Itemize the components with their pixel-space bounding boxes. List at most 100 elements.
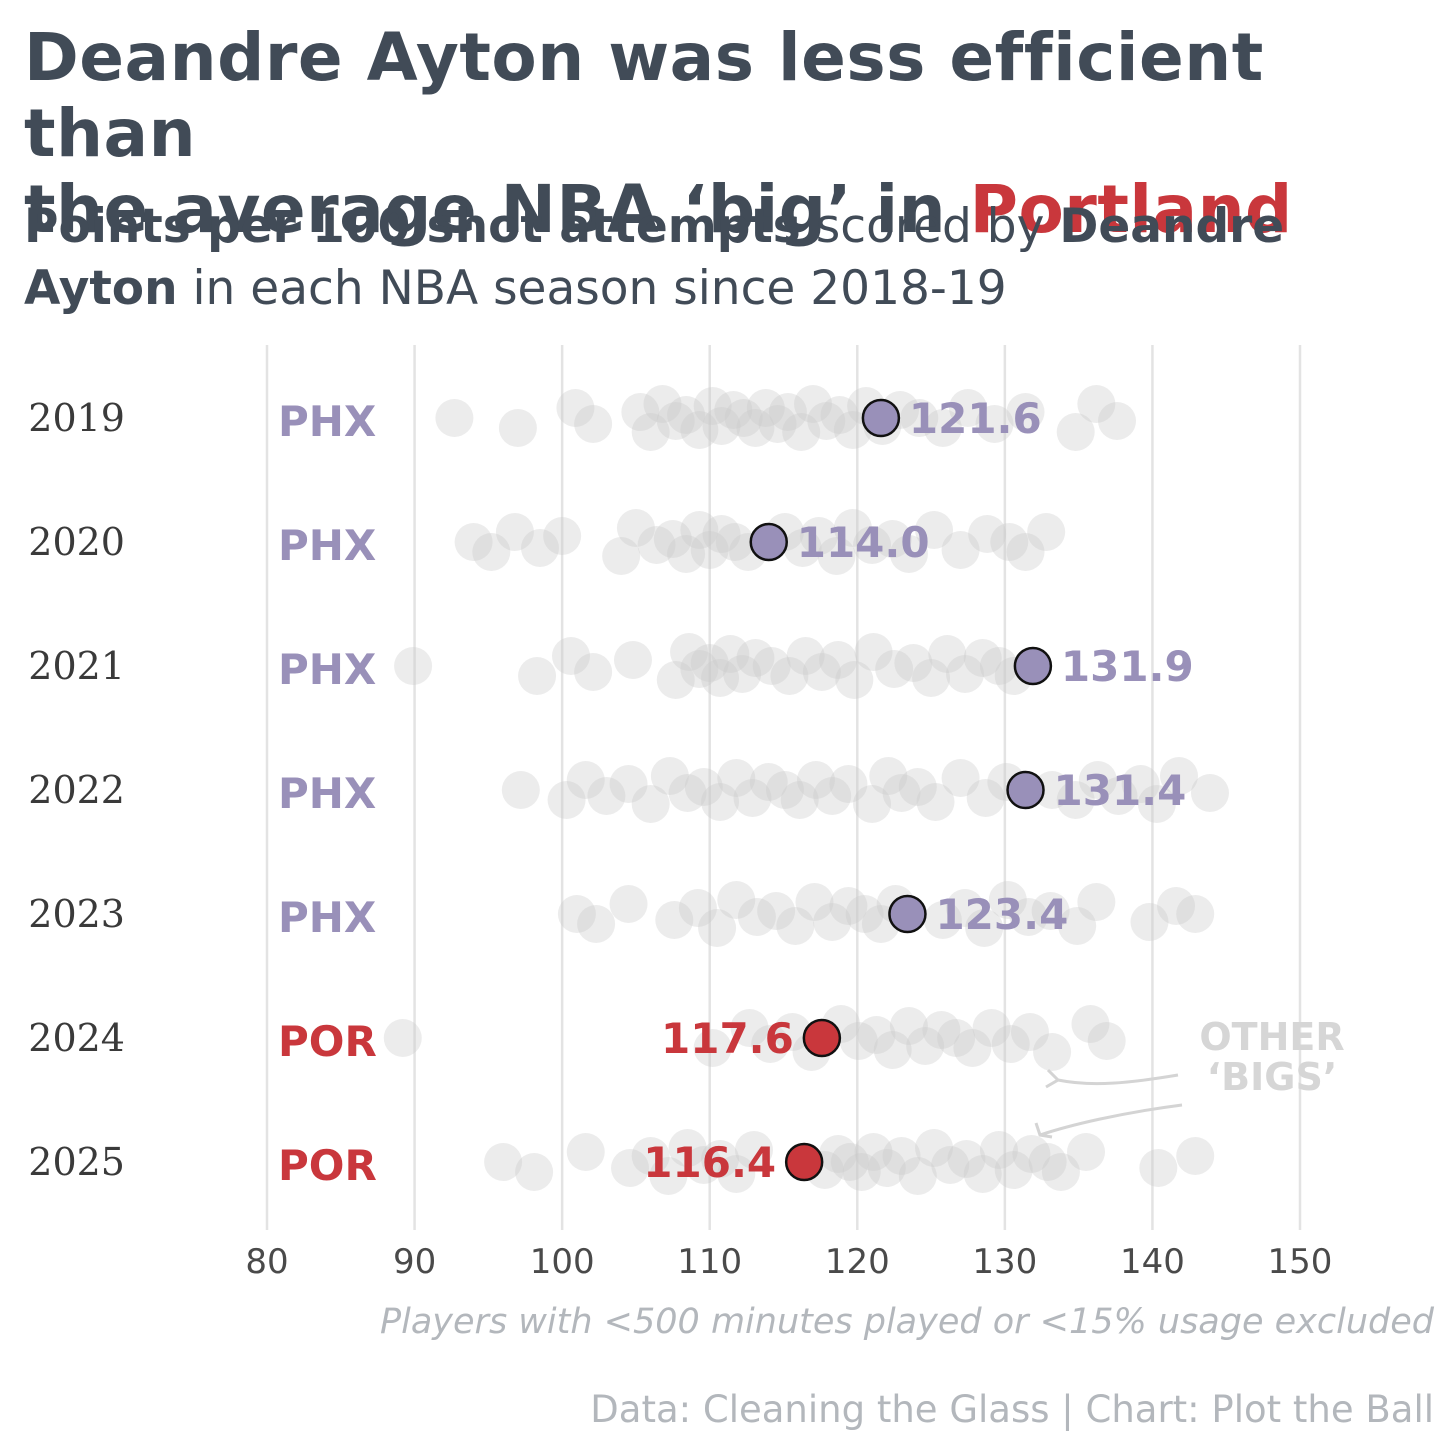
other-big-dot: [813, 777, 852, 815]
other-big-dot: [963, 639, 1002, 677]
other-big-dot: [577, 905, 616, 943]
title-line-2-text: the average NBA ‘big’ in: [24, 171, 970, 248]
other-big-dot: [435, 399, 474, 437]
other-big-dot: [1056, 781, 1095, 819]
other-big-dot: [916, 783, 955, 821]
other-big-dot: [946, 655, 985, 693]
other-big-dot: [857, 1016, 896, 1054]
other-big-dot: [990, 523, 1029, 561]
other-big-dot: [1058, 907, 1097, 945]
other-big-dot: [668, 1129, 707, 1167]
other-big-dot: [566, 1133, 605, 1171]
other-big-dot: [383, 1019, 422, 1057]
other-big-dot: [915, 511, 954, 549]
other-big-dot: [991, 1025, 1030, 1063]
other-big-dot: [873, 1031, 912, 1069]
other-bigs-annotation: OTHER ‘BIGS’: [1034, 1015, 1345, 1139]
other-big-dot: [820, 396, 859, 434]
team-label-2023: PHX: [278, 893, 376, 942]
beeswarm-chart: 2019 PHX 2020 PHX 2021 PHX 2022 PHX 2023 PHX 2024 P…: [28, 345, 1345, 1282]
season-label-2020: 2020: [28, 520, 125, 564]
other-big-dot: [649, 1157, 688, 1195]
other-big-dot: [867, 1149, 906, 1187]
other-big-dot: [1031, 892, 1070, 930]
other-big-dot: [643, 385, 682, 423]
other-big-dot: [472, 533, 511, 571]
season-label-2022: 2022: [28, 768, 125, 812]
other-big-dot: [817, 537, 856, 575]
other-big-dot: [518, 657, 557, 695]
other-big-dot: [813, 903, 852, 941]
other-big-dot: [653, 520, 692, 558]
other-big-dot: [668, 774, 707, 812]
subtitle-text-1: scored by: [800, 199, 1060, 254]
subtitle-text-2: in each NBA season since 2018-19: [177, 261, 1007, 316]
other-big-dot: [723, 655, 762, 693]
other-big-dot: [835, 661, 874, 699]
ayton-point-2023: [888, 894, 927, 934]
other-big-dot: [1010, 1013, 1049, 1051]
season-label-2024: 2024: [28, 1016, 125, 1060]
grid-lines: [265, 345, 1302, 1230]
other-big-dot: [613, 641, 652, 679]
other-big-dot: [928, 635, 967, 673]
other-big-dot: [882, 774, 921, 812]
other-big-dot: [979, 1131, 1018, 1169]
other-big-dot: [845, 895, 884, 933]
other-big-dot: [839, 1022, 878, 1060]
other-big-dot: [912, 659, 951, 697]
other-big-dot: [966, 779, 1005, 817]
other-big-dot: [1077, 385, 1116, 423]
other-big-dot: [702, 407, 741, 445]
other-big-dot: [853, 526, 892, 564]
other-big-dot: [1130, 903, 1169, 941]
x-tick-label: 150: [1268, 1242, 1333, 1282]
other-big-dot: [994, 1151, 1033, 1189]
other-big-dot: [972, 1009, 1011, 1047]
other-big-dot: [794, 385, 833, 423]
ayton-value-label-2024: 117.6: [661, 1014, 794, 1063]
other-big-dot: [752, 647, 791, 685]
other-big-dot: [1098, 402, 1137, 440]
annotation-line: ‘BIGS’: [1207, 1055, 1338, 1099]
other-big-dot: [498, 409, 537, 447]
other-big-dot: [889, 1007, 928, 1045]
title-line-2: the average NBA ‘big’ in Portland: [24, 172, 1434, 248]
x-tick-label: 80: [245, 1242, 288, 1282]
ayton-value-label-2022: 131.4: [1054, 766, 1187, 815]
other-big-dot: [1033, 1033, 1072, 1071]
other-big-dot: [830, 1143, 869, 1181]
other-big-dot: [684, 768, 723, 806]
other-big-dot: [758, 405, 797, 443]
source-credit: Data: Cleaning the Glass | Chart: Plot t…: [590, 1388, 1434, 1431]
other-big-dot: [922, 1011, 961, 1049]
other-big-dot: [963, 1155, 1002, 1193]
other-big-dot: [1009, 898, 1048, 936]
other-big-dot: [1190, 774, 1229, 812]
ayton-value-label-2019: 121.6: [909, 394, 1042, 443]
ayton-point-2025: [784, 1142, 824, 1182]
other-big-dot: [656, 402, 695, 440]
ayton-points: 121.6 114.0 131.9 131.4 123.4 117.6 116.4: [643, 394, 1193, 1187]
other-big-dot: [796, 761, 835, 799]
other-big-dot: [799, 517, 838, 555]
other-big-dot: [684, 1146, 723, 1184]
row-labels: 2019 PHX 2020 PHX 2021 PHX 2022 PHX 2023 PHX 2024 P…: [28, 396, 377, 1190]
other-big-dot: [968, 515, 1007, 553]
other-big-dot: [900, 399, 939, 437]
ayton-point-2020: [749, 522, 788, 562]
other-big-dot: [979, 647, 1018, 685]
other-big-dot: [454, 523, 493, 561]
other-big-dot: [557, 895, 596, 933]
other-big-dot: [776, 907, 815, 945]
other-big-dot: [833, 509, 872, 547]
other-big-dot: [670, 633, 709, 671]
other-big-dot: [714, 391, 753, 429]
other-big-dot: [656, 661, 695, 699]
other-big-dot: [611, 1149, 650, 1187]
other-big-dot: [1077, 883, 1116, 921]
team-label-2021: PHX: [278, 645, 376, 694]
other-big-dot: [965, 909, 1004, 947]
annotation-arrowhead-upper: [1045, 1068, 1061, 1089]
ayton-value-label-2021: 131.9: [1061, 642, 1194, 691]
